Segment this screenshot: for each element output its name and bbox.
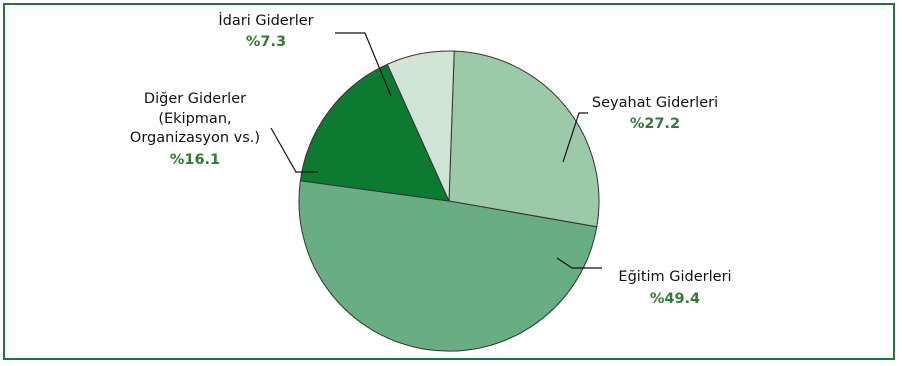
slice-idari (386, 50, 455, 202)
seyahat-value: %27.2 (630, 116, 680, 132)
diger-label-line-3: Organizasyon vs.) (130, 130, 260, 146)
egitim-value: %49.4 (650, 291, 700, 307)
egitim-label: Eğitim Giderleri (618, 269, 731, 285)
slice-egitim (298, 180, 598, 352)
slice-diger (299, 63, 450, 202)
leader-line-diger (270, 127, 318, 173)
slice-seyahat (448, 50, 600, 228)
pie-slices (298, 50, 600, 352)
idari-label: İdari Giderler (218, 11, 313, 29)
leader-line-idari (335, 32, 392, 97)
idari-value: %7.3 (246, 34, 286, 50)
diger-value: %16.1 (170, 152, 220, 168)
diger-label-line-2: (Ekipman, (158, 111, 231, 127)
seyahat-label: Seyahat Giderleri (592, 95, 718, 111)
leader-line-seyahat (562, 112, 588, 163)
diger-label-line-1: Diğer Giderler (144, 91, 246, 107)
leader-line-egitim (556, 257, 602, 269)
